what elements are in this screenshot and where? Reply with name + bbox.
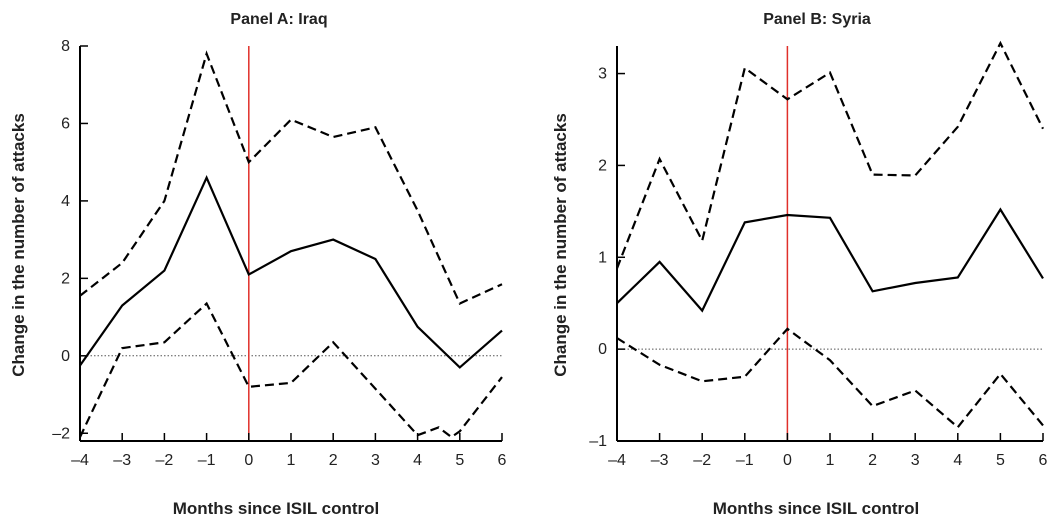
panel-b-estimate-line [616, 207, 1044, 313]
panel-b-title: Panel B: Syria [763, 11, 871, 28]
panel-b-y-tick-label: 1 [598, 249, 607, 266]
panel-b-x-tick-label: –1 [736, 452, 754, 469]
panel-a-estimate-line [79, 174, 503, 369]
panel-b-x-axis-label: Months since ISIL control [713, 499, 920, 518]
panel-a-x-tick-label: 3 [371, 452, 380, 469]
panel-b-x-tick-label: 3 [911, 452, 920, 469]
panel-b-y-tick-label: –1 [589, 433, 607, 450]
panel-b-y-tick-label: 3 [598, 66, 607, 83]
panel-a-x-axis-label: Months since ISIL control [173, 499, 380, 518]
panel-a-y-tick-label: 4 [61, 193, 70, 210]
panel-a-x-tick-label: –2 [156, 452, 174, 469]
panel-b-x-tick-label: 4 [953, 452, 962, 469]
panel-b-x-tick-label: 6 [1039, 452, 1048, 469]
panel-a-x-tick-label: 4 [413, 452, 422, 469]
panel-b-x-tick-label: 5 [996, 452, 1005, 469]
panel-b-upper-bound-line [615, 40, 1044, 269]
panel-a-x-tick-label: –3 [113, 452, 131, 469]
panel-a-iraq: Panel A: Iraq Change in the number of at… [9, 11, 507, 518]
panel-a-y-axis-label: Change in the number of attacks [9, 113, 28, 377]
panel-a-lower-bound-line [79, 301, 503, 439]
panel-b-lower-bound-line [616, 327, 1044, 429]
panel-b-x-tick-label: 0 [783, 452, 792, 469]
panel-a-x-tick-label: –1 [198, 452, 216, 469]
panel-b-x-tick-label: –3 [651, 452, 669, 469]
panel-b-x-tick-label: 1 [826, 452, 835, 469]
panel-b-x-tick-label: –4 [608, 452, 626, 469]
panel-b-y-tick-label: 0 [598, 341, 607, 358]
panel-a-x-tick-label: 5 [455, 452, 464, 469]
panel-a-y-tick-label: –2 [52, 425, 70, 442]
panel-b-x-tick-label: 2 [868, 452, 877, 469]
panel-b-y-tick-label: 2 [598, 157, 607, 174]
panel-a-y-tick-label: 8 [61, 38, 70, 55]
panel-a-y-tick-label: 6 [61, 115, 70, 132]
panel-b-x-tick-label: –2 [693, 452, 711, 469]
panel-b-syria: Panel B: Syria Change in the number of a… [551, 11, 1048, 518]
panel-a-x-tick-label: 1 [287, 452, 296, 469]
panel-b-y-axis-label: Change in the number of attacks [551, 113, 570, 377]
panel-a-upper-bound-line [79, 50, 503, 305]
panel-a-y-tick-label: 0 [61, 348, 70, 365]
panel-a-x-tick-label: –4 [71, 452, 89, 469]
panel-a-y-tick-label: 2 [61, 270, 70, 287]
panel-a-x-tick-label: 6 [498, 452, 507, 469]
panel-a-x-tick-label: 2 [329, 452, 338, 469]
panel-a-x-tick-label: 0 [244, 452, 253, 469]
panel-a-title: Panel A: Iraq [230, 11, 327, 28]
